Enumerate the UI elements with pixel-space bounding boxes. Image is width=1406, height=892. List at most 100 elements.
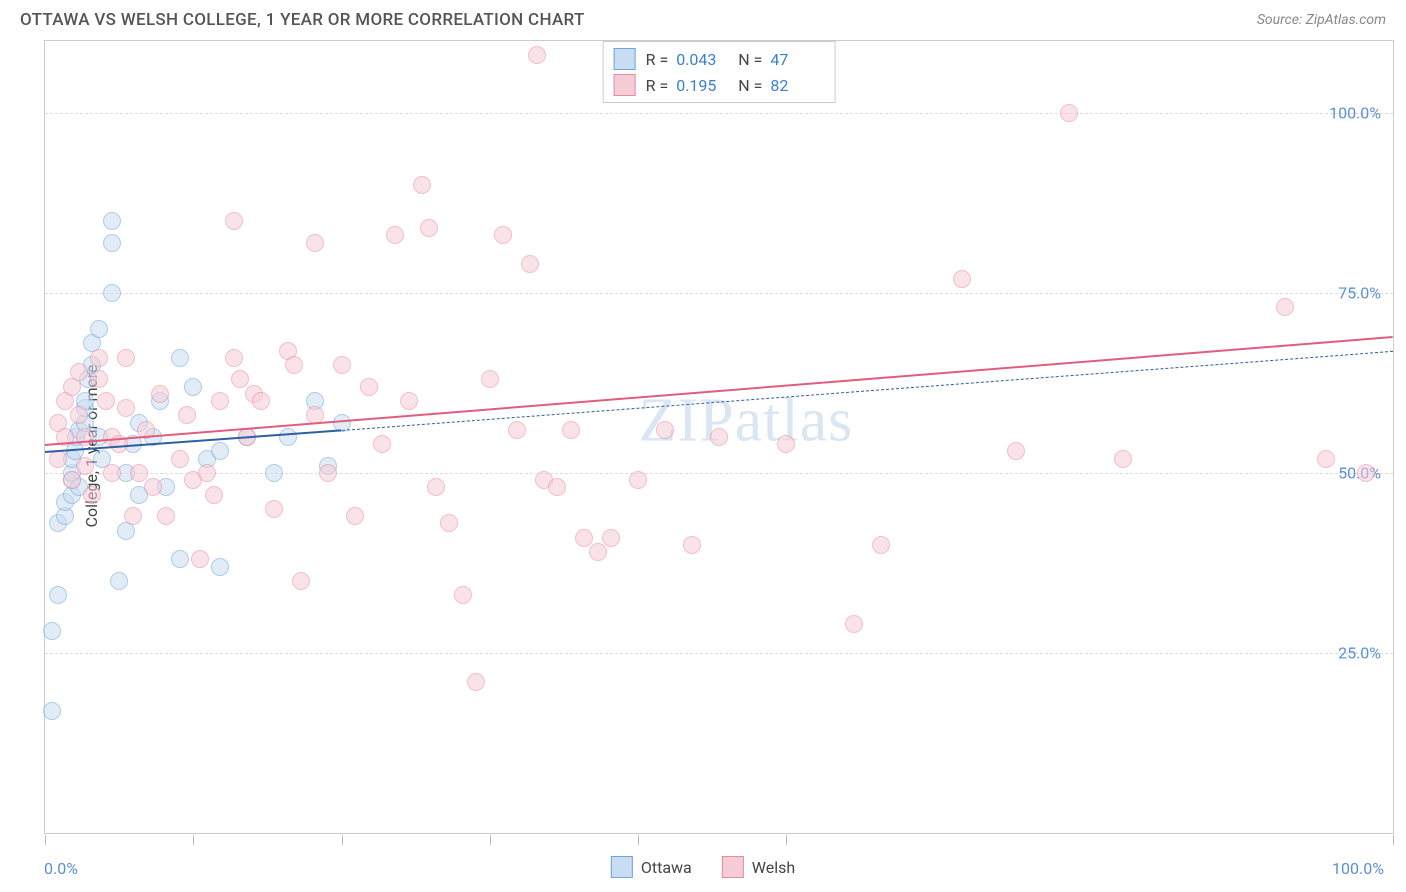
data-point: [562, 421, 580, 439]
data-point: [285, 356, 303, 374]
data-point: [279, 428, 297, 446]
data-point: [171, 349, 189, 367]
data-point: [144, 478, 162, 496]
data-point: [252, 392, 270, 410]
legend-stat-row: R =0.195N =82: [614, 72, 825, 98]
data-point: [777, 435, 795, 453]
data-point: [171, 550, 189, 568]
data-point: [319, 464, 337, 482]
data-point: [292, 572, 310, 590]
data-point: [211, 442, 229, 460]
legend-swatch: [722, 856, 744, 878]
x-tick-label: 100.0%: [1332, 859, 1384, 878]
grid-line: [45, 113, 1393, 114]
data-point: [346, 507, 364, 525]
data-point: [43, 622, 61, 640]
data-point: [70, 363, 88, 381]
data-point: [90, 320, 108, 338]
data-point: [454, 586, 472, 604]
data-point: [171, 450, 189, 468]
data-point: [211, 558, 229, 576]
data-point: [90, 370, 108, 388]
data-point: [198, 464, 216, 482]
x-tick-label: 0.0%: [44, 859, 78, 878]
legend-label: Ottawa: [641, 858, 692, 877]
legend-item: Ottawa: [611, 856, 692, 878]
r-label: R =: [646, 76, 669, 95]
legend-label: Welsh: [752, 858, 795, 877]
data-point: [306, 234, 324, 252]
data-point: [1276, 298, 1294, 316]
y-tick-label: 75.0%: [1338, 284, 1381, 303]
data-point: [413, 176, 431, 194]
n-label: N =: [738, 50, 762, 69]
watermark: ZIPatlas: [639, 386, 854, 457]
data-point: [440, 514, 458, 532]
data-point: [1357, 464, 1375, 482]
data-point: [521, 255, 539, 273]
data-point: [76, 457, 94, 475]
scatter-chart: ZIPatlas R =0.043N =47R =0.195N =82 25.0…: [44, 40, 1394, 834]
x-tick: [193, 835, 194, 845]
data-point: [184, 378, 202, 396]
grid-line: [45, 473, 1393, 474]
data-point: [117, 349, 135, 367]
data-point: [97, 392, 115, 410]
data-point: [225, 349, 243, 367]
data-point: [76, 428, 94, 446]
r-label: R =: [646, 50, 669, 69]
n-label: N =: [738, 76, 762, 95]
n-value: 47: [770, 50, 824, 69]
data-point: [178, 406, 196, 424]
y-tick-label: 25.0%: [1338, 644, 1381, 663]
data-point: [157, 507, 175, 525]
data-point: [427, 478, 445, 496]
data-point: [103, 284, 121, 302]
x-tick: [342, 835, 343, 845]
chart-title: OTTAWA VS WELSH COLLEGE, 1 YEAR OR MORE …: [20, 10, 585, 30]
data-point: [575, 529, 593, 547]
source-label: Source: ZipAtlas.com: [1257, 12, 1386, 28]
data-point: [710, 428, 728, 446]
legend-swatch: [611, 856, 633, 878]
data-point: [683, 536, 701, 554]
data-point: [481, 370, 499, 388]
grid-line: [45, 653, 1393, 654]
data-point: [420, 219, 438, 237]
data-point: [151, 385, 169, 403]
data-point: [124, 507, 142, 525]
legend-stat-row: R =0.043N =47: [614, 46, 825, 72]
data-point: [70, 406, 88, 424]
data-point: [508, 421, 526, 439]
data-point: [333, 356, 351, 374]
data-point: [265, 464, 283, 482]
data-point: [63, 471, 81, 489]
data-point: [1317, 450, 1335, 468]
data-point: [130, 464, 148, 482]
legend-stats: R =0.043N =47R =0.195N =82: [603, 41, 836, 103]
data-point: [589, 543, 607, 561]
data-point: [265, 500, 283, 518]
x-tick: [1393, 835, 1394, 845]
data-point: [43, 702, 61, 720]
data-point: [191, 550, 209, 568]
data-point: [360, 378, 378, 396]
data-point: [953, 270, 971, 288]
data-point: [1007, 442, 1025, 460]
data-point: [225, 212, 243, 230]
grid-line: [45, 293, 1393, 294]
n-value: 82: [770, 76, 824, 95]
legend-item: Welsh: [722, 856, 795, 878]
legend-swatch: [614, 48, 636, 70]
legend-swatch: [614, 74, 636, 96]
data-point: [386, 226, 404, 244]
data-point: [494, 226, 512, 244]
data-point: [373, 435, 391, 453]
data-point: [656, 421, 674, 439]
data-point: [117, 399, 135, 417]
data-point: [103, 464, 121, 482]
data-point: [205, 486, 223, 504]
data-point: [467, 673, 485, 691]
data-point: [90, 349, 108, 367]
data-point: [110, 572, 128, 590]
